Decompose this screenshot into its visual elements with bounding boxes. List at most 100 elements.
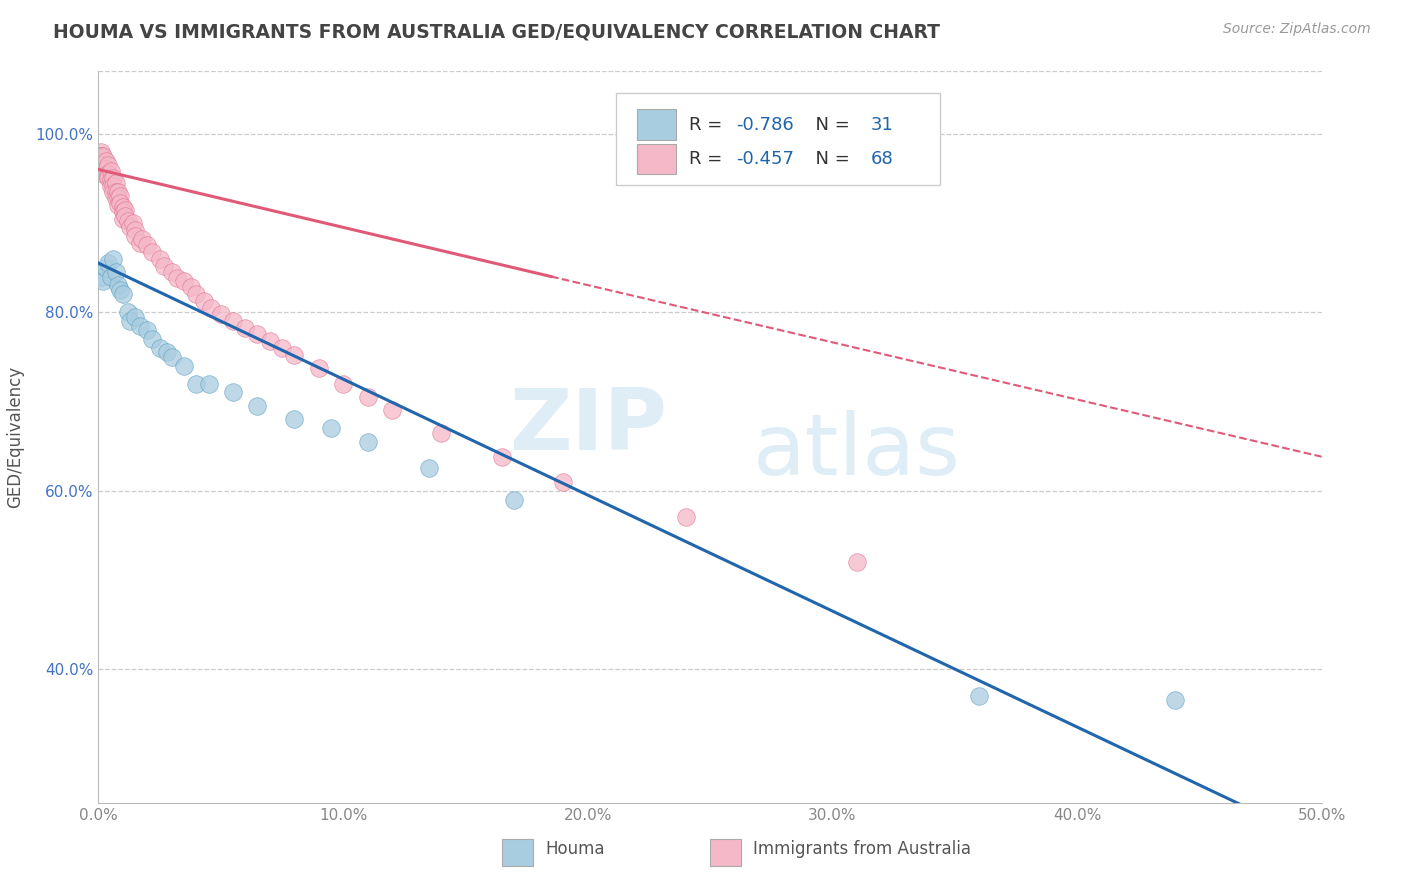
Point <box>222 314 245 328</box>
Point <box>283 348 305 362</box>
Point <box>107 198 129 212</box>
Point <box>246 399 269 413</box>
Point <box>107 191 129 205</box>
Point <box>100 178 122 193</box>
Point <box>180 280 202 294</box>
Point <box>90 158 112 172</box>
Point <box>97 256 120 270</box>
Text: R =: R = <box>689 116 728 134</box>
Point <box>381 403 404 417</box>
Point <box>111 287 134 301</box>
Point <box>356 434 378 449</box>
Point <box>319 421 342 435</box>
Point <box>90 145 112 159</box>
Point <box>111 211 134 226</box>
Text: Immigrants from Australia: Immigrants from Australia <box>752 840 970 858</box>
Point <box>91 274 114 288</box>
Point <box>110 283 132 297</box>
Point <box>100 269 122 284</box>
Point <box>90 269 112 284</box>
Point <box>97 171 120 186</box>
Text: HOUMA VS IMMIGRANTS FROM AUSTRALIA GED/EQUIVALENCY CORRELATION CHART: HOUMA VS IMMIGRANTS FROM AUSTRALIA GED/E… <box>53 22 941 41</box>
Point <box>967 689 990 703</box>
Point <box>430 425 453 440</box>
Bar <box>502 838 533 866</box>
Point <box>90 149 112 163</box>
Point <box>156 345 179 359</box>
Text: N =: N = <box>804 116 856 134</box>
Point <box>193 294 215 309</box>
Point <box>270 341 294 355</box>
FancyBboxPatch shape <box>616 94 941 185</box>
Point <box>136 238 159 252</box>
Point <box>100 173 122 187</box>
Point <box>332 376 354 391</box>
Point <box>131 232 153 246</box>
Point <box>101 178 124 193</box>
Point <box>356 390 378 404</box>
Point <box>114 209 136 223</box>
Point <box>90 149 112 163</box>
Point <box>129 235 152 250</box>
Point <box>160 350 183 364</box>
Point <box>173 274 195 288</box>
Point <box>110 189 132 203</box>
Point <box>233 321 256 335</box>
Point <box>173 359 195 373</box>
Point <box>491 450 513 464</box>
Point <box>104 265 127 279</box>
Point <box>91 149 114 163</box>
Point <box>120 220 142 235</box>
Point <box>141 332 163 346</box>
Point <box>97 158 120 172</box>
Point <box>94 260 117 275</box>
Y-axis label: GED/Equivalency: GED/Equivalency <box>7 366 24 508</box>
Point <box>153 259 176 273</box>
Point <box>149 341 172 355</box>
Point <box>418 461 440 475</box>
Point <box>117 305 139 319</box>
Point <box>160 265 183 279</box>
Point <box>107 278 129 293</box>
Point <box>104 176 127 190</box>
Text: Houma: Houma <box>546 840 605 858</box>
Point <box>1164 693 1187 707</box>
Text: atlas: atlas <box>752 410 960 493</box>
Text: R =: R = <box>689 150 728 168</box>
Point <box>197 376 219 391</box>
Point <box>675 510 697 524</box>
Point <box>124 223 146 237</box>
Point <box>110 196 132 211</box>
Point <box>124 229 146 244</box>
Bar <box>637 110 676 140</box>
Point <box>121 216 143 230</box>
Point <box>114 202 136 217</box>
Text: -0.457: -0.457 <box>735 150 794 168</box>
Point <box>553 475 575 489</box>
Point <box>129 318 152 333</box>
Point <box>136 323 159 337</box>
Point <box>94 162 117 177</box>
Point <box>246 327 269 342</box>
Point <box>117 214 139 228</box>
Point <box>503 492 526 507</box>
Point <box>90 153 112 168</box>
Point <box>186 287 208 301</box>
Point <box>120 314 142 328</box>
Point <box>100 164 122 178</box>
Point <box>101 185 124 199</box>
Point <box>283 412 305 426</box>
Bar <box>637 144 676 175</box>
Point <box>222 385 245 400</box>
Point <box>124 310 146 324</box>
Text: 68: 68 <box>870 150 893 168</box>
Point <box>101 171 124 186</box>
Point <box>141 244 163 259</box>
Point <box>186 376 208 391</box>
Bar <box>710 838 741 866</box>
Point <box>107 185 129 199</box>
Point <box>166 271 188 285</box>
Point <box>845 555 868 569</box>
Point <box>209 307 232 321</box>
Point <box>200 301 222 315</box>
